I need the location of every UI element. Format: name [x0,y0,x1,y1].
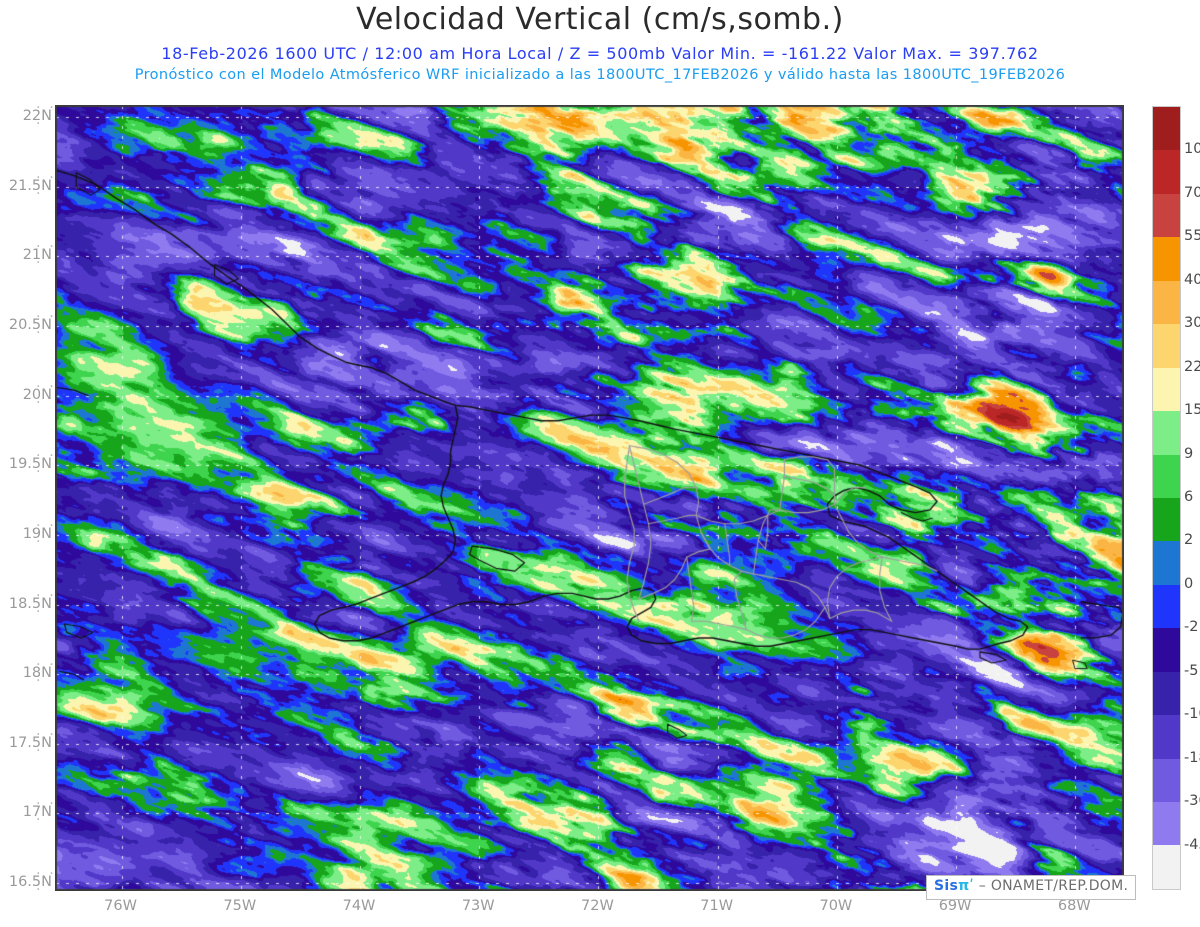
x-axis-tick-label: 73W [461,898,495,914]
colorbar-tick-label: 30 [1184,315,1200,332]
colorbar-band [1153,802,1180,846]
watermark-agency: ONAMET/REP.DOM. [990,878,1129,894]
y-axis-tick-marks: · · · [36,657,56,690]
y-axis-tick-marks: · · · [36,309,56,342]
watermark: Sisπʹ – ONAMET/REP.DOM. [926,875,1137,900]
y-axis-tick-marks: · · · [36,100,56,133]
colorbar-band [1153,758,1180,802]
colorbar-band [1153,715,1180,759]
colorbar-band [1153,280,1180,325]
map-plot-area[interactable] [55,105,1124,891]
x-axis-tick-label: 76W [104,898,137,914]
colorbar-band [1153,411,1180,455]
y-axis-tick-label: 19N [22,525,52,542]
y-axis-tick-label: 21.5N [8,177,52,194]
colorbar-tick-label: 6 [1184,489,1194,505]
colorbar-band [1153,150,1180,194]
x-axis-tick-label: 74W [342,898,376,914]
watermark-sis-text: Sis [934,878,959,894]
x-axis-tick-label: 70W [819,898,853,914]
x-axis-tick-label: 71W [700,898,734,914]
colorbar-band [1153,367,1180,412]
x-axis-tick-label: 72W [581,898,614,914]
colorbar-tick-label: -5 [1184,662,1199,679]
colorbar-tick-label: 70 [1184,184,1200,201]
colorbar[interactable] [1152,106,1181,890]
y-axis-tick-label: 20N [22,386,52,403]
y-axis-tick-label: 18N [22,665,52,682]
y-axis-tick-label: 19.5N [8,456,52,473]
colorbar-tick-label: 0 [1184,575,1194,592]
y-axis-tick-marks: · · · [36,796,56,829]
colorbar-band [1153,628,1180,672]
colorbar-tick-label: -30 [1184,793,1200,810]
colorbar-tick-label: 9 [1184,445,1194,462]
colorbar-tick-label: 40 [1184,271,1200,288]
colorbar-tick-label: -18 [1184,749,1200,766]
colorbar-band [1153,107,1180,151]
colorbar-band [1153,454,1180,498]
y-axis-tick-label: 18.5N [8,595,52,612]
x-axis-tick-label: 75W [223,898,257,914]
y-axis-tick-marks: · · · [36,866,56,899]
colorbar-tick-label: 22 [1184,358,1200,375]
y-axis-tick-label: 17.5N [8,734,52,751]
forecast-meta-line: 18-Feb-2026 1600 UTC / 12:00 am Hora Loc… [161,44,1039,63]
y-axis-tick-marks: · · · [36,517,56,550]
colorbar-band [1153,584,1180,629]
watermark-tt-icon: πʹ [958,878,975,894]
page-title: Velocidad Vertical (cm/s,somb.) [356,2,844,37]
y-axis-tick-marks: · · · [36,239,56,272]
y-axis-tick-marks: · · · [36,169,56,202]
y-axis-tick-label: 20.5N [8,317,52,334]
model-info-line: Pronóstico con el Modelo Atmósferico WRF… [134,67,1066,83]
colorbar-band [1153,671,1180,716]
x-axis-tick-label: 68W [1057,898,1091,914]
colorbar-tick-label: 2 [1184,532,1194,549]
colorbar-band [1153,845,1180,889]
y-axis-tick-marks: · · · [36,378,56,411]
map-borders-and-gridlines [56,106,1123,890]
colorbar-band [1153,497,1180,542]
colorbar-tick-label: 100 [1184,141,1200,158]
y-axis-tick-label: 17N [22,804,52,821]
colorbar-band [1153,541,1180,585]
y-axis-tick-label: 22N [22,108,52,125]
colorbar-band [1153,193,1180,238]
colorbar-tick-label: -2 [1184,619,1199,636]
y-axis-tick-marks: · · · [36,587,56,620]
colorbar-band [1153,237,1180,281]
colorbar-band [1153,324,1180,368]
colorbar-tick-label: 55 [1184,228,1200,245]
y-axis-tick-marks: · · · [36,448,56,481]
y-axis-tick-label: 21N [22,247,52,264]
colorbar-tick-label: -45 [1184,836,1200,853]
colorbar-tick-label: 15 [1184,402,1200,419]
colorbar-tick-label: -10 [1184,706,1200,723]
watermark-separator: – [974,878,991,894]
x-axis-tick-label: 69W [938,898,972,914]
y-axis-tick-label: 16.5N [8,874,52,891]
y-axis-tick-marks: · · · [36,726,56,759]
